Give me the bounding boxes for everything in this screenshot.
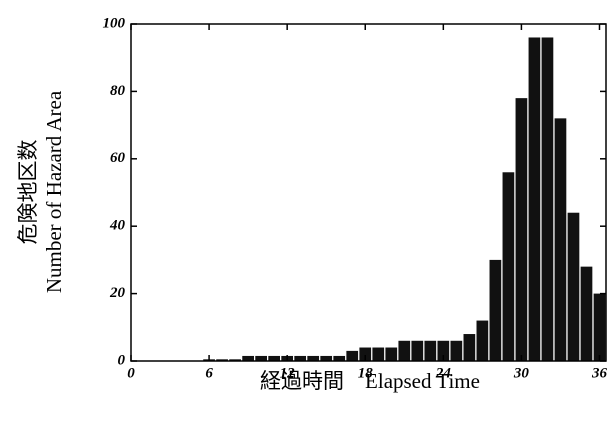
bar: [528, 37, 541, 361]
x-tick-label: 0: [127, 365, 135, 381]
bar: [333, 355, 346, 361]
bar: [385, 347, 398, 361]
bar: [307, 355, 320, 361]
bar: [294, 355, 307, 361]
x-tick-label: 18: [358, 365, 374, 381]
bar: [502, 172, 515, 361]
x-tick-label: 24: [435, 365, 452, 381]
bar: [580, 266, 593, 361]
bar: [593, 293, 606, 361]
y-tick-label: 80: [110, 83, 126, 99]
y-tick-label: 60: [110, 150, 126, 166]
bar: [554, 118, 567, 361]
x-tick-label: 36: [591, 365, 608, 381]
bar: [424, 340, 437, 361]
bar: [359, 347, 372, 361]
y-tick-label: 40: [109, 218, 126, 234]
bar: [398, 340, 411, 361]
bar: [463, 334, 476, 361]
bar: [242, 355, 254, 361]
x-tick-label: 30: [513, 365, 530, 381]
bar: [216, 359, 228, 361]
bar: [229, 359, 241, 361]
y-axis-label: 危険地区数: [16, 140, 40, 245]
bar: [346, 350, 359, 361]
y-axis-label: Number of Hazard Area: [42, 90, 66, 293]
bar: [450, 340, 463, 361]
bar: [567, 212, 580, 361]
y-tick-label: 20: [109, 285, 126, 301]
bar: [268, 355, 281, 361]
bar: [515, 98, 528, 361]
bar: [541, 37, 554, 361]
bar: [476, 320, 489, 361]
x-axis-label: 経過時間 Elapsed Time: [260, 369, 480, 393]
y-tick-label: 100: [103, 15, 126, 31]
bar: [489, 259, 502, 361]
bar: [411, 340, 424, 361]
bar: [437, 340, 450, 361]
bar: [320, 355, 333, 361]
plot-frame: [130, 23, 607, 362]
bar: [372, 347, 385, 361]
x-tick-label: 6: [205, 365, 213, 381]
y-tick-label: 0: [118, 352, 126, 368]
x-tick-label: 12: [280, 365, 296, 381]
bar: [255, 355, 267, 361]
